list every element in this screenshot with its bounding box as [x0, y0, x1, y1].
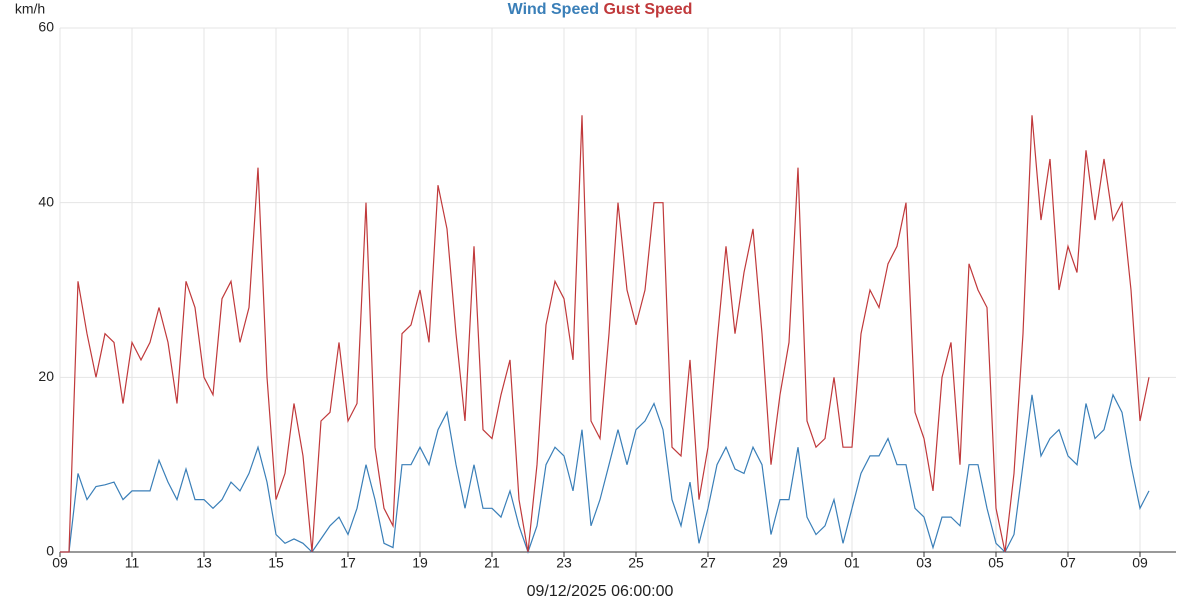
title: Wind Speed Gust Speed — [508, 1, 693, 18]
x-tick-label: 11 — [125, 555, 140, 571]
x-tick-label: 27 — [700, 555, 716, 571]
x-tick-label: 05 — [988, 555, 1004, 571]
x-tick-label: 15 — [268, 555, 284, 571]
series-line — [60, 393, 1150, 554]
x-tick-label: 03 — [916, 555, 932, 571]
x-tick-label: 17 — [340, 555, 356, 571]
x-tick-label: 13 — [196, 555, 212, 571]
series-line — [60, 115, 1150, 553]
y-tick-label: 40 — [38, 193, 54, 209]
legend-entry: Wind Speed — [508, 1, 599, 18]
x-tick-label: 23 — [556, 555, 572, 571]
x-tick-label: 21 — [484, 555, 500, 571]
x-tick-label: 01 — [844, 555, 860, 571]
x-tick-label: 19 — [412, 555, 428, 571]
x-tick-label: 25 — [628, 555, 644, 571]
x-axis-label: 09/12/2025 06:00:00 — [527, 583, 674, 600]
x-tick-label: 07 — [1060, 555, 1076, 571]
y-tick-label: 60 — [38, 19, 54, 35]
y-tick-label: 20 — [38, 368, 54, 384]
y-axis-label: km/h — [15, 1, 45, 17]
y-tick-label: 0 — [46, 543, 54, 559]
x-tick-label: 09 — [1132, 555, 1148, 571]
x-tick-label: 09 — [52, 555, 68, 571]
x-tick-label: 29 — [772, 555, 788, 571]
legend-entry: Gust Speed — [603, 1, 692, 18]
